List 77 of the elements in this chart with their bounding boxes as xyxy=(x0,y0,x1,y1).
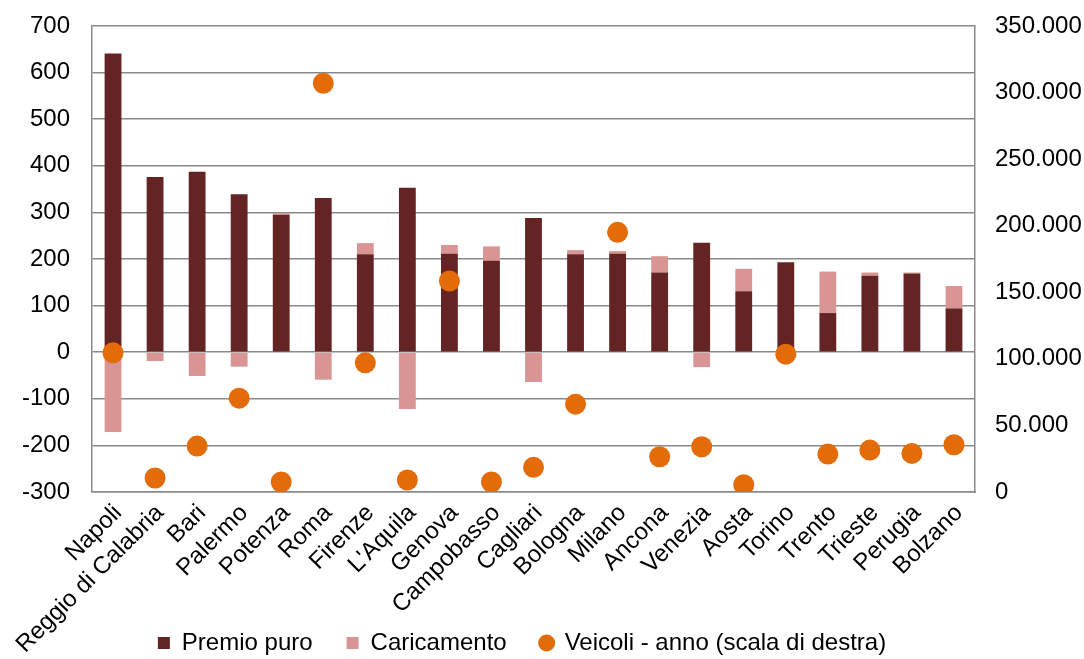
point xyxy=(565,393,587,415)
point xyxy=(901,442,923,464)
bar xyxy=(188,171,206,352)
bar xyxy=(146,176,164,352)
y2-tick-label: 100.000 xyxy=(995,343,1082,371)
bar xyxy=(693,242,711,352)
bar xyxy=(651,272,669,352)
bar xyxy=(314,352,332,380)
bar xyxy=(609,253,627,352)
point xyxy=(228,387,250,409)
bar xyxy=(567,250,584,255)
bar xyxy=(525,352,542,383)
y-tick-label: 100 xyxy=(29,290,70,318)
point xyxy=(396,469,418,491)
legend-label: Premio puro xyxy=(181,627,313,655)
bar xyxy=(735,291,753,352)
y2-tick-label: 50.000 xyxy=(995,410,1069,438)
y2-tick-label: 250.000 xyxy=(995,143,1082,171)
point xyxy=(859,439,881,461)
bar xyxy=(314,197,332,352)
y-tick-label: 700 xyxy=(29,10,70,38)
y2-tick-label: 0 xyxy=(995,476,1009,504)
point xyxy=(144,467,166,489)
point xyxy=(270,471,292,492)
y2-tick-label: 200.000 xyxy=(995,210,1082,238)
y-tick-label: -300 xyxy=(21,476,70,504)
point xyxy=(943,434,965,456)
bar xyxy=(272,214,290,352)
bar xyxy=(398,187,416,352)
point xyxy=(523,456,544,478)
point xyxy=(312,72,334,94)
bar xyxy=(441,245,458,254)
bar xyxy=(609,251,627,254)
point xyxy=(480,471,502,492)
bar xyxy=(525,217,542,352)
point xyxy=(691,436,713,458)
point xyxy=(607,221,629,243)
point xyxy=(817,443,839,465)
point xyxy=(649,446,671,468)
y2-tick-label: 150.000 xyxy=(995,276,1082,304)
y2-tick-label: 300.000 xyxy=(995,77,1082,105)
bar xyxy=(188,352,206,376)
bar xyxy=(903,273,921,352)
bar xyxy=(483,260,500,352)
bar xyxy=(146,352,164,362)
legend-label: Veicoli - anno (scala di destra) xyxy=(564,627,887,655)
bar xyxy=(230,352,248,367)
y-tick-label: -100 xyxy=(21,383,70,411)
bar xyxy=(945,286,963,309)
bar xyxy=(945,308,963,352)
point xyxy=(186,435,208,457)
y-tick-label: 600 xyxy=(29,57,70,85)
bar xyxy=(861,275,879,352)
point xyxy=(438,270,460,292)
point xyxy=(775,343,797,365)
bar xyxy=(398,352,416,410)
y-tick-label: 500 xyxy=(29,103,70,131)
bar xyxy=(819,313,837,352)
point xyxy=(102,342,124,364)
bar xyxy=(735,268,753,292)
bar xyxy=(861,272,879,276)
y-tick-label: 400 xyxy=(29,150,70,178)
y2-tick-label: 350.000 xyxy=(995,10,1082,38)
y-tick-label: 200 xyxy=(29,243,70,271)
bar xyxy=(693,352,711,368)
bar xyxy=(230,194,248,352)
bar xyxy=(819,271,837,314)
y-tick-label: 0 xyxy=(56,336,70,364)
y-tick-label: -200 xyxy=(21,430,70,458)
bar xyxy=(483,246,500,261)
bar xyxy=(356,254,374,352)
y-tick-label: 300 xyxy=(29,197,70,225)
bar xyxy=(651,256,669,273)
bar xyxy=(567,254,584,352)
legend-label: Caricamento xyxy=(370,627,507,655)
point xyxy=(354,352,376,374)
bar xyxy=(356,243,374,255)
